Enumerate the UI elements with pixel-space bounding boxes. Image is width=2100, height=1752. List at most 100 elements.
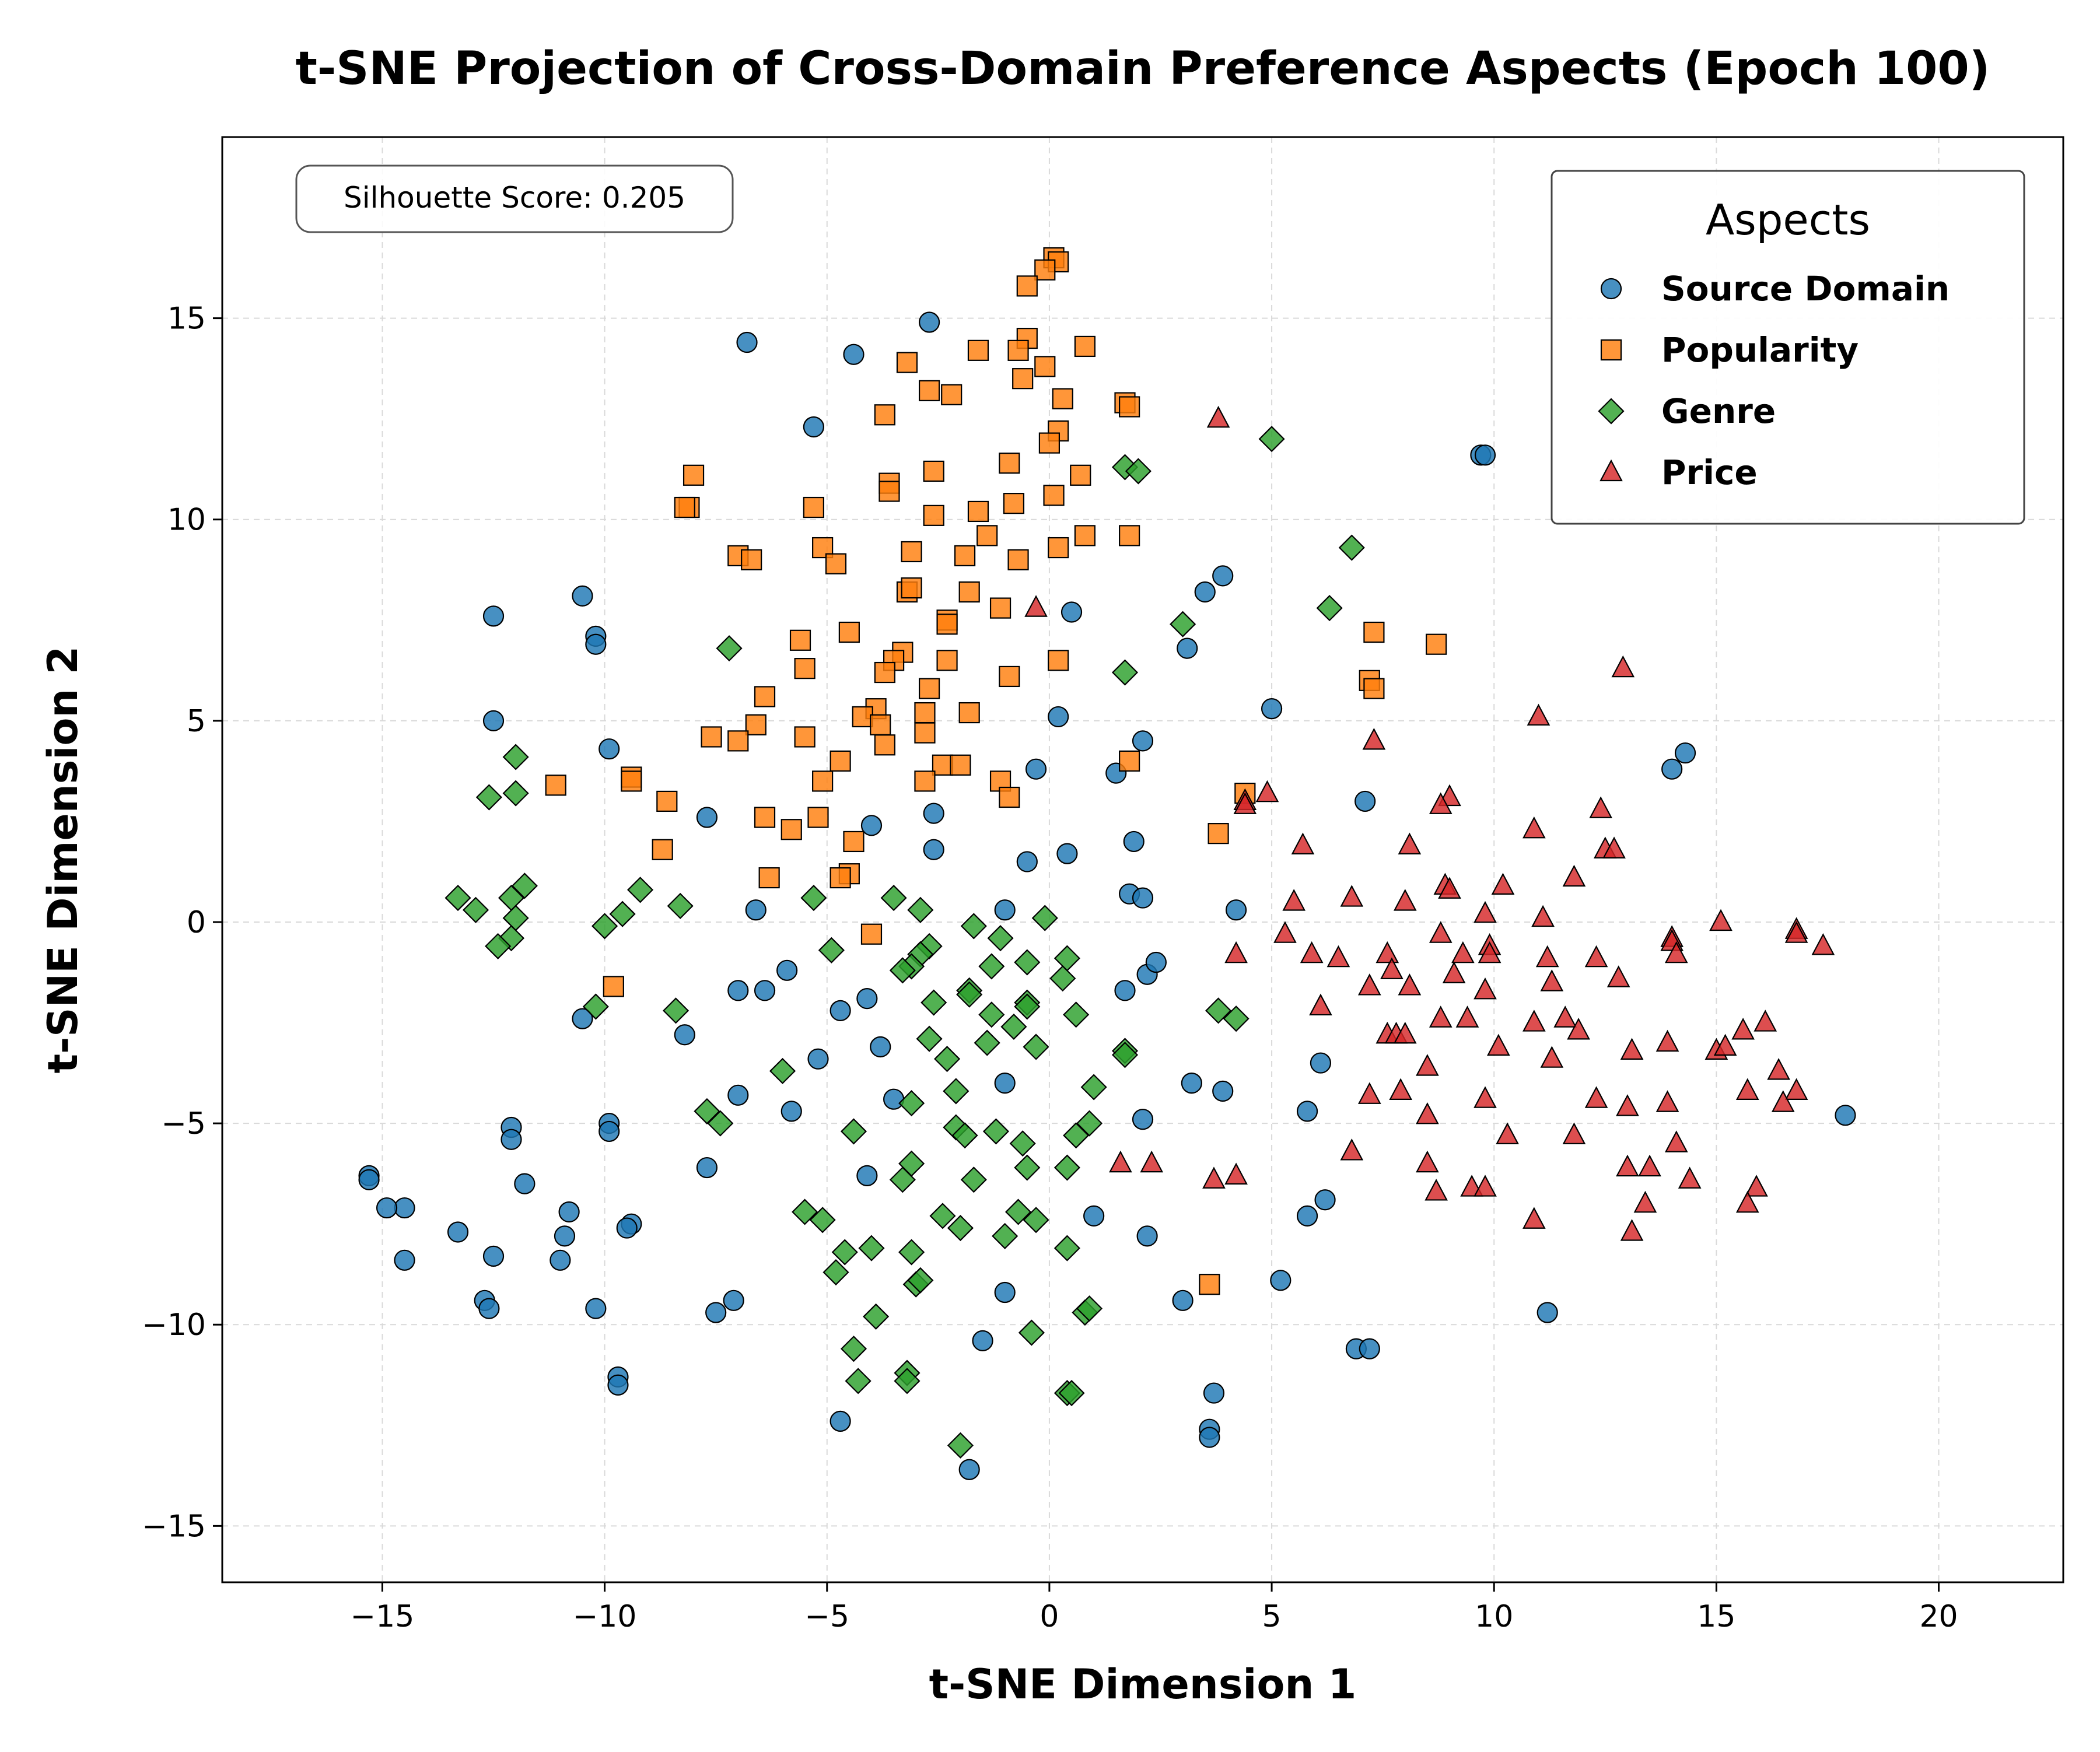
popularity-point bbox=[1119, 525, 1140, 546]
price-point bbox=[1255, 780, 1279, 803]
price-point bbox=[1474, 900, 1497, 923]
price-point bbox=[1109, 1150, 1132, 1173]
source-domain-point bbox=[554, 1225, 576, 1247]
popularity-point bbox=[999, 786, 1020, 808]
source-domain-point bbox=[482, 605, 505, 627]
popularity-point bbox=[1363, 621, 1385, 643]
silhouette-score-text: Silhouette Score: 0.205 bbox=[344, 181, 685, 215]
source-domain-point bbox=[447, 1221, 469, 1243]
genre-point bbox=[960, 913, 987, 940]
legend-label-genre: Genre bbox=[1661, 391, 1776, 431]
popularity-point bbox=[838, 621, 860, 643]
source-domain-point bbox=[1132, 1109, 1154, 1130]
genre-point bbox=[1223, 1005, 1250, 1032]
price-point bbox=[1282, 889, 1306, 911]
source-domain-point bbox=[1212, 565, 1234, 587]
popularity-point bbox=[878, 481, 900, 502]
popularity-point bbox=[1038, 432, 1060, 454]
price-point bbox=[1522, 1010, 1546, 1032]
price-point bbox=[1140, 1150, 1164, 1173]
price-point bbox=[1362, 728, 1386, 750]
source-domain-point bbox=[607, 1374, 629, 1396]
genre-point bbox=[907, 1267, 934, 1294]
silhouette-annotation: Silhouette Score: 0.205 bbox=[295, 164, 734, 233]
source-domain-point bbox=[1199, 1427, 1220, 1448]
price-point bbox=[1487, 1033, 1510, 1056]
popularity-point bbox=[682, 464, 705, 486]
genre-point bbox=[840, 1118, 867, 1145]
source-domain-point bbox=[1181, 1072, 1202, 1094]
popularity-point bbox=[780, 819, 802, 840]
source-domain-point bbox=[780, 1101, 802, 1122]
price-point bbox=[1584, 1086, 1608, 1108]
source-domain-point bbox=[1114, 980, 1136, 1001]
price-point bbox=[1553, 1005, 1577, 1028]
popularity-point bbox=[918, 678, 940, 699]
genre-point bbox=[1063, 1122, 1090, 1149]
price-point bbox=[1535, 945, 1559, 968]
genre-point bbox=[1049, 965, 1076, 992]
popularity-point bbox=[918, 380, 940, 401]
genre-point bbox=[951, 1122, 978, 1149]
genre-point bbox=[898, 1239, 925, 1266]
popularity-point bbox=[1007, 339, 1029, 361]
price-point bbox=[1531, 905, 1555, 927]
source-domain-point bbox=[1270, 1270, 1292, 1291]
genre-point bbox=[792, 1199, 818, 1225]
popularity-point bbox=[874, 734, 895, 756]
source-domain-point bbox=[918, 311, 940, 333]
popularity-point bbox=[977, 525, 998, 546]
popularity-point bbox=[621, 770, 642, 792]
genre-point bbox=[947, 1215, 974, 1242]
source-domain-point bbox=[1048, 706, 1069, 728]
price-point bbox=[1393, 889, 1417, 911]
popularity-point bbox=[843, 831, 864, 853]
popularity-point bbox=[914, 722, 936, 744]
genre-point bbox=[716, 635, 743, 662]
annotation-box bbox=[295, 164, 734, 233]
price-point bbox=[1656, 1090, 1679, 1112]
genre-point bbox=[822, 1259, 849, 1286]
source-domain-point bbox=[358, 1169, 380, 1190]
popularity-point bbox=[1074, 335, 1096, 358]
popularity-point bbox=[958, 702, 980, 724]
price-point bbox=[1416, 1150, 1439, 1173]
source-domain-point bbox=[1025, 758, 1047, 780]
popularity-point bbox=[830, 750, 851, 772]
source-domain-point bbox=[807, 1048, 829, 1070]
genre-point bbox=[592, 913, 618, 940]
source-domain-point bbox=[1354, 790, 1376, 812]
genre-point bbox=[444, 885, 471, 912]
genre-point bbox=[947, 1432, 974, 1459]
legend-label-popularity: Popularity bbox=[1661, 330, 1859, 370]
price-point bbox=[1767, 1058, 1790, 1080]
source-domain-point bbox=[1536, 1302, 1558, 1323]
source-domain-point bbox=[1212, 1080, 1234, 1102]
price-point bbox=[1784, 921, 1808, 943]
source-domain-point bbox=[572, 1008, 593, 1029]
price-point bbox=[1474, 1086, 1497, 1108]
genre-point bbox=[1080, 1074, 1107, 1101]
series-popularity bbox=[545, 247, 1447, 1295]
price-point bbox=[1656, 1029, 1679, 1052]
price-point bbox=[1678, 1166, 1702, 1189]
genre-point bbox=[1063, 1001, 1090, 1028]
source-domain-point bbox=[376, 1197, 398, 1219]
popularity-point bbox=[950, 754, 971, 776]
source-domain-point bbox=[1136, 1225, 1158, 1247]
popularity-point bbox=[967, 339, 989, 361]
source-domain-point bbox=[923, 803, 944, 824]
price-point bbox=[1398, 832, 1422, 854]
genre-point bbox=[694, 1098, 720, 1124]
price-point bbox=[1496, 1122, 1519, 1144]
x-tick-label: 10 bbox=[1475, 1599, 1513, 1634]
price-point bbox=[1664, 941, 1688, 963]
price-point bbox=[1589, 796, 1613, 818]
source-domain-point bbox=[1083, 1205, 1105, 1227]
source-domain-point bbox=[1145, 951, 1167, 973]
source-domain-point bbox=[394, 1249, 415, 1271]
price-point bbox=[1584, 945, 1608, 968]
genre-point bbox=[1031, 905, 1058, 931]
genre-point bbox=[929, 1203, 956, 1229]
